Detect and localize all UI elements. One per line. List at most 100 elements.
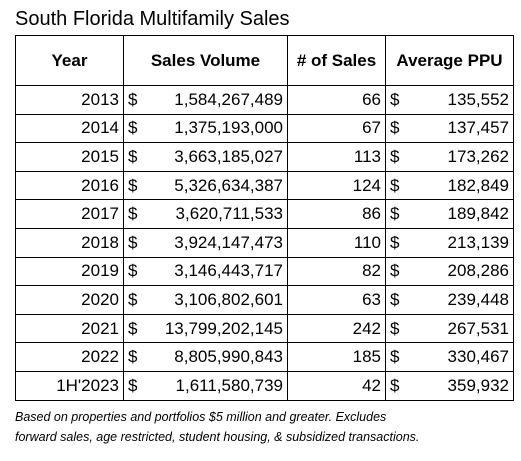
currency-symbol: $ bbox=[128, 232, 138, 252]
currency-symbol: $ bbox=[128, 175, 138, 195]
sales-volume: 1,584,267,489 bbox=[174, 89, 283, 109]
table-row: 2022 $8,805,990,843 185 $330,467 bbox=[15, 342, 514, 372]
footnote: Based on properties and portfolios $5 mi… bbox=[15, 407, 419, 447]
sales-count-cell: 86 bbox=[287, 199, 386, 229]
sales-volume: 3,146,443,717 bbox=[174, 261, 283, 281]
average-ppu-cell: $173,262 bbox=[385, 142, 514, 172]
title: South Florida Multifamily Sales bbox=[15, 8, 290, 30]
table-row: 2020 $3,106,802,601 63 $239,448 bbox=[15, 285, 514, 315]
table-row: 2019 $3,146,443,717 82 $208,286 bbox=[15, 256, 514, 287]
average-ppu: 239,448 bbox=[447, 289, 509, 309]
sales-volume-cell: $3,663,185,027 bbox=[123, 142, 288, 172]
table-row: 2014 $1,375,193,000 67 $137,457 bbox=[15, 113, 514, 144]
sales-count-cell: 242 bbox=[287, 313, 386, 344]
sales-count-cell: 63 bbox=[287, 285, 386, 315]
currency-symbol: $ bbox=[128, 146, 138, 166]
footnote-line: forward sales, age restricted, student h… bbox=[15, 430, 420, 444]
average-ppu: 213,139 bbox=[447, 232, 509, 252]
year-cell: 1H'2023 bbox=[15, 370, 124, 401]
currency-symbol: $ bbox=[128, 204, 138, 224]
average-ppu: 189,842 bbox=[447, 204, 509, 224]
sales-volume-cell: $1,611,580,739 bbox=[123, 370, 288, 401]
sales-volume-cell: $3,106,802,601 bbox=[123, 285, 288, 315]
year-cell: 2016 bbox=[15, 170, 124, 201]
sales-table: Year Sales Volume # of Sales Average PPU 20… bbox=[15, 35, 514, 401]
currency-symbol: $ bbox=[128, 375, 138, 395]
table-row: 2015 $3,663,185,027 113 $173,262 bbox=[15, 142, 514, 172]
year-cell: 2015 bbox=[15, 142, 124, 172]
average-ppu: 330,467 bbox=[447, 347, 509, 367]
sales-volume-cell: $8,805,990,843 bbox=[123, 342, 288, 372]
sales-volume: 8,805,990,843 bbox=[174, 347, 283, 367]
sales-volume: 3,924,147,473 bbox=[174, 232, 283, 252]
average-ppu-cell: $189,842 bbox=[385, 199, 514, 229]
sales-volume: 5,326,634,387 bbox=[174, 175, 283, 195]
average-ppu-cell: $182,849 bbox=[385, 170, 514, 201]
table-row: 2017 $3,620,711,533 86 $189,842 bbox=[15, 199, 514, 229]
sales-volume: 3,663,185,027 bbox=[174, 146, 283, 166]
average-ppu: 182,849 bbox=[447, 175, 509, 195]
currency-symbol: $ bbox=[390, 289, 400, 309]
currency-symbol: $ bbox=[128, 118, 138, 138]
average-ppu: 137,457 bbox=[447, 118, 509, 138]
sales-volume-cell: $3,620,711,533 bbox=[123, 199, 288, 229]
year-cell: 2017 bbox=[15, 199, 124, 229]
currency-symbol: $ bbox=[390, 232, 400, 252]
sales-count-cell: 110 bbox=[287, 227, 386, 258]
table-row: 2013 $1,584,267,489 66 $135,552 bbox=[15, 85, 514, 115]
currency-symbol: $ bbox=[390, 89, 400, 109]
average-ppu-cell: $359,932 bbox=[385, 370, 514, 401]
average-ppu-cell: $208,286 bbox=[385, 256, 514, 287]
currency-symbol: $ bbox=[390, 347, 400, 367]
currency-symbol: $ bbox=[390, 175, 400, 195]
column-header: Year bbox=[15, 35, 124, 86]
average-ppu: 359,932 bbox=[447, 375, 509, 395]
currency-symbol: $ bbox=[390, 375, 400, 395]
sales-count-cell: 185 bbox=[287, 342, 386, 372]
sales-volume-cell: $3,146,443,717 bbox=[123, 256, 288, 287]
average-ppu-cell: $330,467 bbox=[385, 342, 514, 372]
year-cell: 2018 bbox=[15, 227, 124, 258]
sales-volume: 1,611,580,739 bbox=[175, 375, 283, 395]
currency-symbol: $ bbox=[390, 318, 400, 338]
sales-count-cell: 113 bbox=[287, 142, 386, 172]
table-row: 1H'2023 $1,611,580,739 42 $359,932 bbox=[15, 370, 514, 401]
sales-volume-cell: $13,799,202,145 bbox=[123, 313, 288, 344]
currency-symbol: $ bbox=[390, 261, 400, 281]
currency-symbol: $ bbox=[390, 204, 400, 224]
sales-volume-cell: $1,584,267,489 bbox=[123, 85, 288, 115]
sales-volume: 1,375,193,000 bbox=[174, 118, 283, 138]
sales-count-cell: 82 bbox=[287, 256, 386, 287]
column-header: # of Sales bbox=[287, 35, 386, 86]
average-ppu: 135,552 bbox=[447, 89, 509, 109]
sales-count-cell: 66 bbox=[287, 85, 386, 115]
year-cell: 2021 bbox=[15, 313, 124, 344]
header-row: Year Sales Volume # of Sales Average PPU bbox=[15, 35, 514, 86]
column-header: Average PPU bbox=[385, 35, 514, 86]
average-ppu: 267,531 bbox=[447, 318, 509, 338]
currency-symbol: $ bbox=[128, 347, 138, 367]
currency-symbol: $ bbox=[128, 289, 138, 309]
sales-volume: 13,799,202,145 bbox=[164, 318, 283, 338]
currency-symbol: $ bbox=[128, 261, 138, 281]
year-cell: 2020 bbox=[15, 285, 124, 315]
year-cell: 2022 bbox=[15, 342, 124, 372]
sales-volume-cell: $5,326,634,387 bbox=[123, 170, 288, 201]
average-ppu: 208,286 bbox=[447, 261, 509, 281]
sales-volume: 3,620,711,533 bbox=[175, 204, 283, 224]
average-ppu: 173,262 bbox=[447, 146, 509, 166]
currency-symbol: $ bbox=[128, 89, 138, 109]
currency-symbol: $ bbox=[128, 318, 138, 338]
column-header: Sales Volume bbox=[123, 35, 288, 86]
sales-count-cell: 124 bbox=[287, 170, 386, 201]
sales-count-cell: 42 bbox=[287, 370, 386, 401]
year-cell: 2019 bbox=[15, 256, 124, 287]
sales-count-cell: 67 bbox=[287, 113, 386, 144]
currency-symbol: $ bbox=[390, 118, 400, 138]
average-ppu-cell: $213,139 bbox=[385, 227, 514, 258]
sales-volume-cell: $1,375,193,000 bbox=[123, 113, 288, 144]
table-row: 2021 $13,799,202,145 242 $267,531 bbox=[15, 313, 514, 344]
average-ppu-cell: $137,457 bbox=[385, 113, 514, 144]
currency-symbol: $ bbox=[390, 146, 400, 166]
